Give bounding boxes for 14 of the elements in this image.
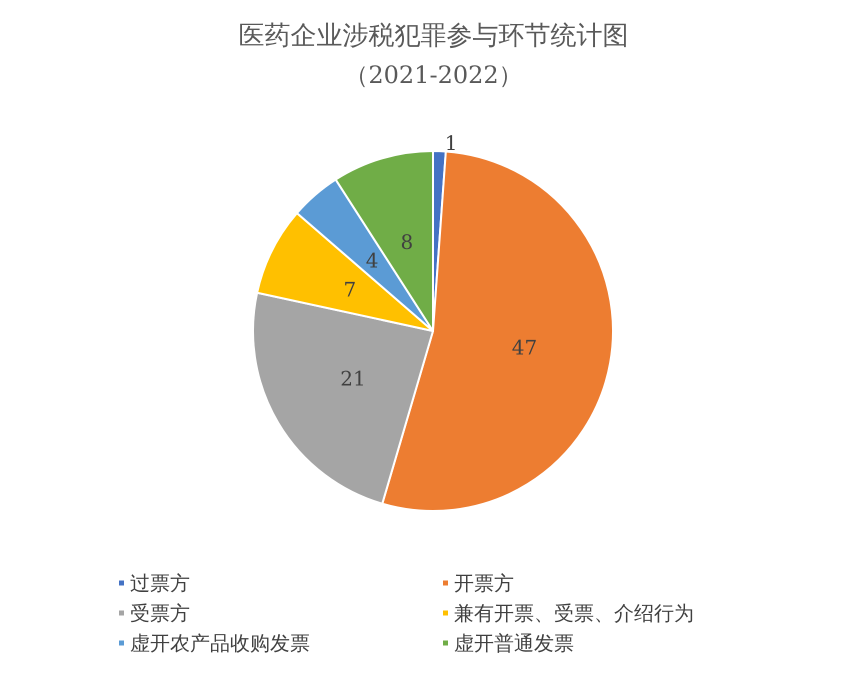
data-label: 21 bbox=[340, 366, 366, 390]
chart-subtitle: （2021-2022） bbox=[344, 61, 523, 89]
chart-title: 医药企业涉税犯罪参与环节统计图 bbox=[238, 21, 628, 51]
legend-label: 开票方 bbox=[454, 571, 514, 595]
data-label: 4 bbox=[366, 248, 378, 273]
data-label: 47 bbox=[512, 336, 538, 360]
data-label: 7 bbox=[343, 277, 356, 302]
data-label: 8 bbox=[400, 230, 414, 254]
legend-label: 虚开普通发票 bbox=[454, 631, 574, 655]
legend-label: 虚开农产品收购发票 bbox=[130, 631, 310, 655]
data-label: 1 bbox=[444, 131, 458, 156]
legend-label: 过票方 bbox=[130, 571, 190, 595]
legend-label: 兼有开票、受票、介绍行为 bbox=[454, 601, 694, 625]
legend-label: 受票方 bbox=[130, 601, 190, 625]
